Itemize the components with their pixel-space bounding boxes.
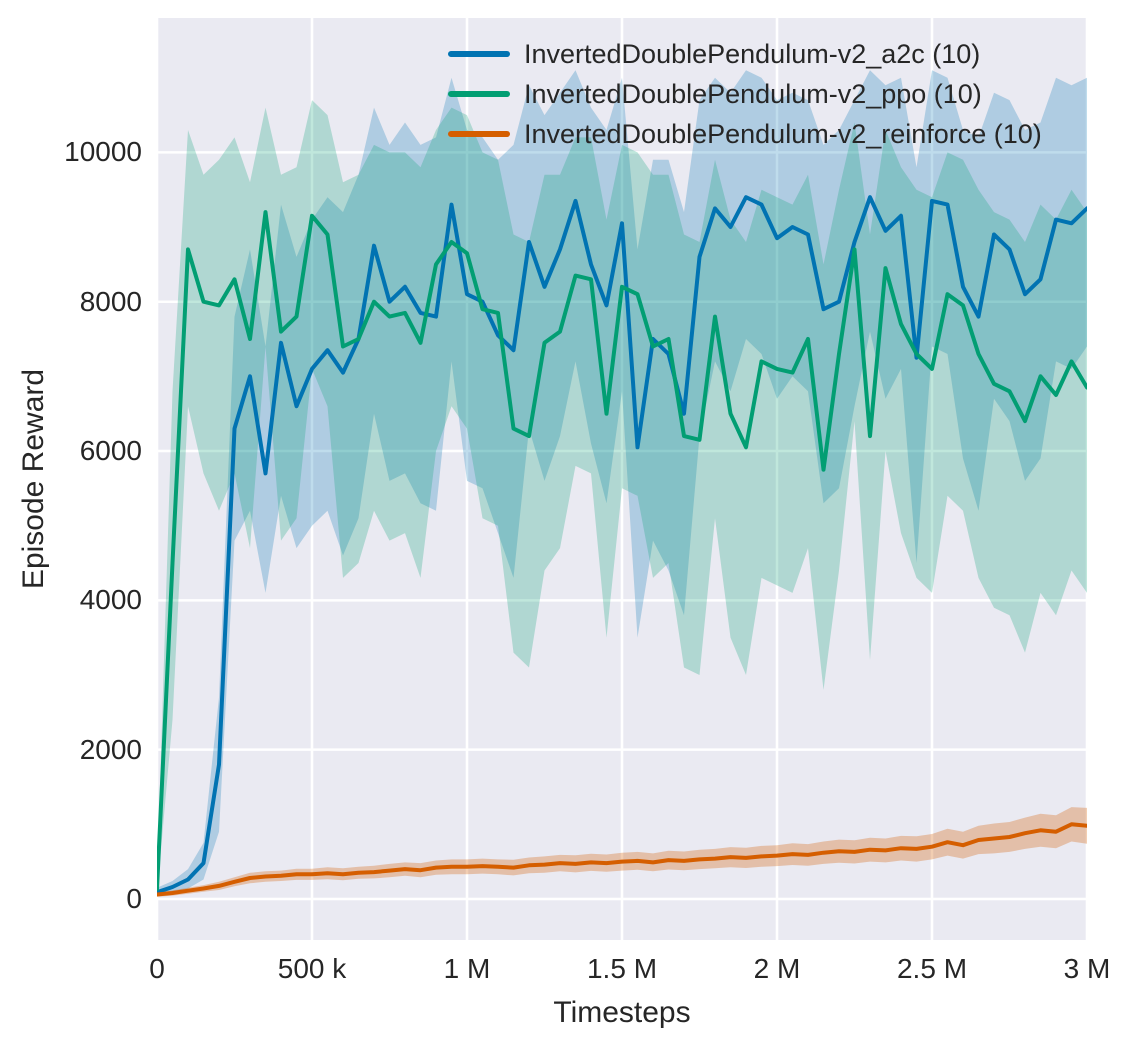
x-tick-label: 1 M: [443, 953, 491, 984]
x-tick-label: 2 M: [753, 953, 801, 984]
legend-label-reinforce: InvertedDoublePendulum-v2_reinforce (10): [524, 118, 1042, 149]
x-tick-label: 3 M: [1063, 953, 1111, 984]
legend-item-a2c: InvertedDoublePendulum-v2_a2c (10): [448, 34, 1042, 74]
legend-label-a2c: InvertedDoublePendulum-v2_a2c (10): [524, 38, 981, 69]
y-tick-label: 10000: [64, 136, 142, 168]
plot-area: [157, 18, 1087, 940]
line-1: [157, 210, 1087, 892]
chart-canvas: [157, 18, 1087, 940]
legend-item-reinforce: InvertedDoublePendulum-v2_reinforce (10): [448, 114, 1042, 154]
band-0: [157, 70, 1087, 897]
legend-swatch-reinforce: [448, 131, 510, 137]
y-axis-label: Episode Reward: [17, 368, 50, 590]
y-tick-label: 8000: [79, 285, 142, 317]
legend: InvertedDoublePendulum-v2_a2c (10) Inver…: [448, 34, 1042, 154]
line-2: [157, 822, 1087, 897]
line-0: [157, 195, 1087, 895]
legend-item-ppo: InvertedDoublePendulum-v2_ppo (10): [448, 74, 1042, 114]
x-tick-label: 0: [149, 953, 165, 984]
y-tick-label: 4000: [79, 584, 142, 616]
legend-label-ppo: InvertedDoublePendulum-v2_ppo (10): [524, 78, 982, 109]
legend-swatch-a2c: [448, 51, 510, 57]
y-tick-label: 0: [126, 882, 142, 914]
x-tick-label: 1.5 M: [586, 953, 658, 984]
x-tick-label: 500 k: [277, 953, 347, 984]
band-2: [157, 807, 1087, 897]
y-tick-label: 2000: [79, 733, 142, 765]
x-tick-label: 2.5 M: [896, 953, 968, 984]
legend-swatch-ppo: [448, 91, 510, 97]
x-axis-label: Timesteps: [553, 996, 691, 1029]
y-tick-label: 6000: [79, 435, 142, 466]
